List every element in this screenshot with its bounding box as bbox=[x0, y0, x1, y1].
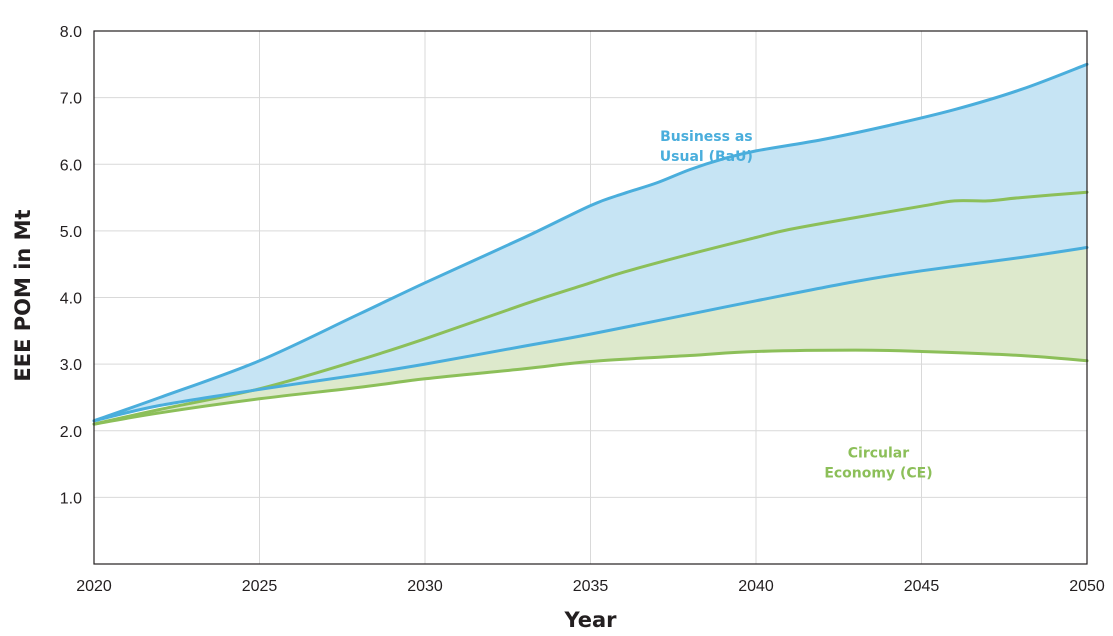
ce-annotation: Circular Economy (CE) bbox=[824, 445, 932, 481]
y-tick-label-4.0: 4.0 bbox=[60, 291, 82, 308]
y-tick-label-7.0: 7.0 bbox=[60, 91, 82, 108]
x-tick-label-2045: 2045 bbox=[904, 578, 940, 595]
x-tick-label-2020: 2020 bbox=[76, 578, 112, 595]
x-tick-label-2040: 2040 bbox=[738, 578, 774, 595]
annotation-line: Usual (BaU) bbox=[660, 149, 753, 165]
annotations: Business as Usual (BaU) Circular Economy (C… bbox=[660, 129, 933, 481]
bau-annotation: Business as Usual (BaU) bbox=[660, 129, 753, 165]
tick-labels: 2020 2025 2030 2035 2040 2045 2050 1.0 2.0 3.0 4.0… bbox=[60, 24, 1105, 595]
x-tick-label-2025: 2025 bbox=[242, 578, 278, 595]
ce-lower-line bbox=[92, 348, 1089, 426]
annotation-line: Business as bbox=[660, 129, 753, 145]
annotation-line: Circular bbox=[848, 445, 909, 461]
y-tick-label-8.0: 8.0 bbox=[60, 24, 82, 41]
bau-lower-line bbox=[92, 246, 1089, 423]
plot-frame bbox=[93, 30, 1088, 565]
x-tick-label-2035: 2035 bbox=[573, 578, 609, 595]
bau-band-fill bbox=[94, 64, 1087, 421]
y-tick-label-1.0: 1.0 bbox=[60, 490, 82, 507]
x-tick-label-2030: 2030 bbox=[407, 578, 443, 595]
x-axis-title: Year bbox=[563, 608, 617, 632]
annotation-line: Economy (CE) bbox=[824, 465, 932, 481]
y-tick-label-3.0: 3.0 bbox=[60, 357, 82, 374]
y-tick-label-2.0: 2.0 bbox=[60, 424, 82, 441]
y-tick-label-6.0: 6.0 bbox=[60, 157, 82, 174]
x-tick-label-2050: 2050 bbox=[1069, 578, 1105, 595]
series-lines bbox=[92, 62, 1089, 426]
y-axis-title: EEE POM in Mt bbox=[11, 209, 35, 381]
y-tick-label-5.0: 5.0 bbox=[60, 224, 82, 241]
bau-upper-line bbox=[92, 62, 1089, 423]
ce-upper-line bbox=[92, 190, 1089, 426]
